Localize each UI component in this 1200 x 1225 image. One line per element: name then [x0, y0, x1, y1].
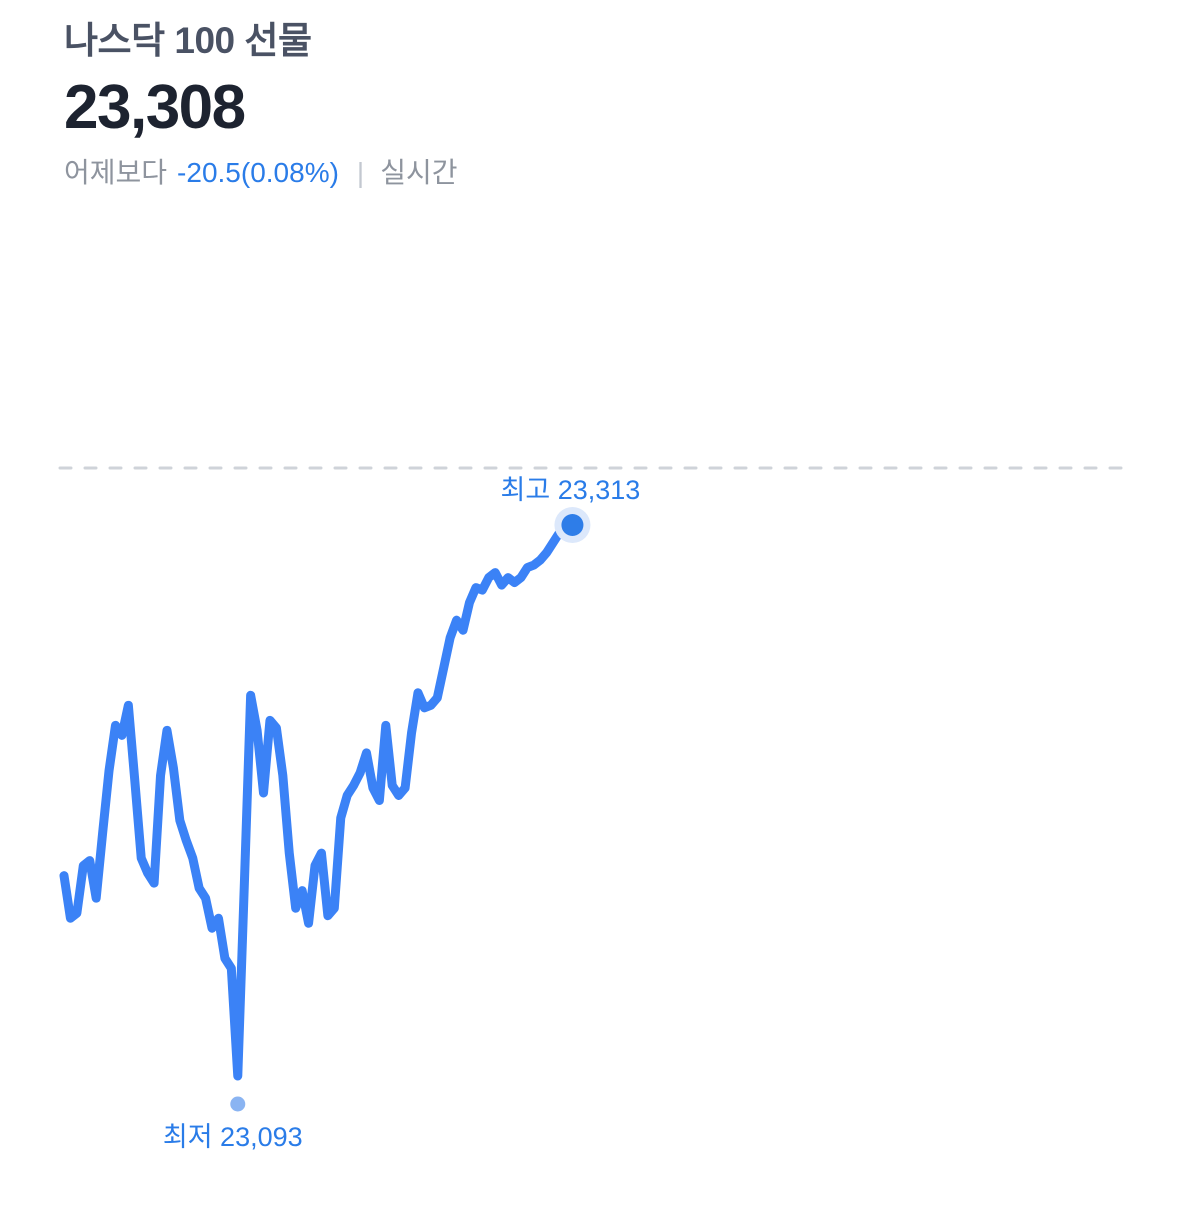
low-value-label: 최저 23,093: [163, 1122, 303, 1152]
price-line: [59, 520, 571, 1081]
change-label: 어제보다: [64, 157, 168, 189]
quote-panel: 나스닥 100 선물 23,308 어제보다 -20.5(0.08%) | 실시간: [0, 0, 1200, 190]
last-price: 23,308: [64, 73, 246, 143]
change-value: -20.5(0.08%): [177, 157, 339, 189]
meta-separator: |: [356, 157, 365, 189]
high-value-label: 최고 23,313: [501, 475, 641, 505]
high-marker-dot[interactable]: [561, 514, 584, 536]
high-marker-halo: [554, 507, 591, 543]
realtime-badge: 실시간: [380, 157, 458, 189]
low-marker-dot[interactable]: [230, 1096, 246, 1112]
change-summary: 어제보다 -20.5(0.08%) | 실시간: [0, 142, 1200, 190]
page-title: 나스닥 100 선물: [64, 20, 312, 61]
price-row: 23,308: [0, 64, 1200, 142]
